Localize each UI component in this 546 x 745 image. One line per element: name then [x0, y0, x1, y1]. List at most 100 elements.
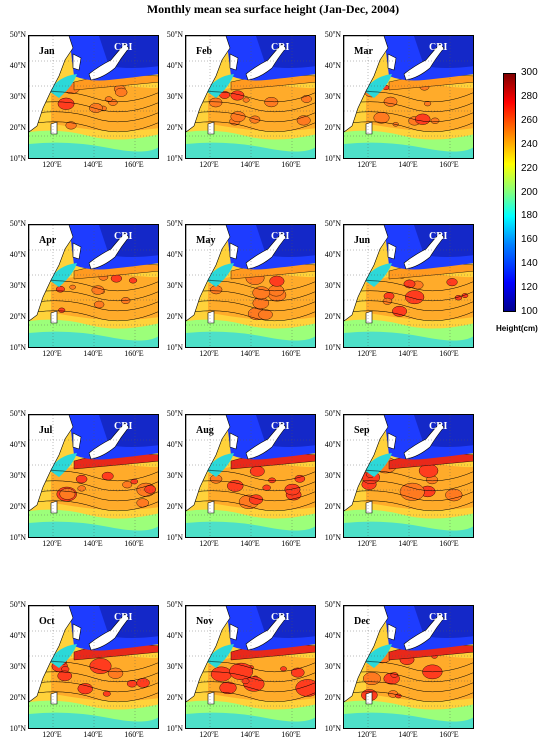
colorbar-tick-label: 220 [521, 162, 538, 174]
longitude-tick-label: 120oE [199, 539, 219, 548]
longitude-tick-label: 140oE [83, 349, 103, 358]
sea-surface-height-map: Jan CRI [28, 35, 159, 159]
latitude-tick-label: 50oN [9, 600, 26, 609]
longitude-tick-label: 160oE [281, 349, 301, 358]
latitude-tick-label: 20oN [166, 693, 183, 702]
latitude-tick-label: 30oN [166, 662, 183, 671]
latitude-tick-label: 10oN [324, 533, 341, 542]
region-label: CRI [271, 612, 290, 623]
region-label: CRI [271, 421, 290, 432]
latitude-tick-label: 20oN [166, 312, 183, 321]
month-label: Dec [354, 616, 371, 627]
latitude-tick-label: 30oN [9, 281, 26, 290]
longitude-tick-label: 120oE [42, 730, 62, 739]
latitude-tick-label: 30oN [324, 662, 341, 671]
latitude-tick-label: 40oN [9, 61, 26, 70]
latitude-tick-label: 50oN [9, 30, 26, 39]
region-label: CRI [114, 612, 133, 623]
latitude-tick-label: 20oN [9, 123, 26, 132]
map-panel-sep: Sep CRI 10oN 20oN 30oN 40oN 50oN 120oE 140oE 160o… [325, 409, 474, 548]
latitude-tick-label: 50oN [166, 219, 183, 228]
latitude-tick-label: 10oN [324, 343, 341, 352]
sea-surface-height-map: Sep CRI [343, 414, 474, 538]
latitude-tick-label: 20oN [9, 312, 26, 321]
longitude-tick-label: 160oE [124, 539, 144, 548]
region-label: CRI [429, 42, 448, 53]
latitude-tick-label: 50oN [324, 409, 341, 418]
latitude-tick-label: 40oN [9, 250, 26, 259]
sea-surface-height-map: May CRI [185, 224, 316, 348]
longitude-tick-label: 160oE [124, 730, 144, 739]
sea-surface-height-map: Jun CRI [343, 224, 474, 348]
colorbar-tick-label: 100 [521, 306, 538, 317]
colorbar-tick-label: 200 [521, 186, 538, 198]
latitude-tick-label: 40oN [9, 440, 26, 449]
latitude-tick-label: 30oN [324, 92, 341, 101]
sea-surface-height-map: Mar CRI [343, 35, 474, 159]
longitude-tick-label: 160oE [439, 730, 459, 739]
latitude-tick-label: 40oN [166, 61, 183, 70]
region-label: CRI [429, 421, 448, 432]
latitude-tick-label: 40oN [324, 250, 341, 259]
latitude-tick-label: 30oN [166, 281, 183, 290]
latitude-tick-label: 20oN [324, 312, 341, 321]
latitude-tick-label: 10oN [166, 533, 183, 542]
latitude-tick-label: 50oN [166, 409, 183, 418]
longitude-tick-label: 140oE [83, 539, 103, 548]
month-label: Feb [196, 46, 213, 57]
longitude-tick-label: 160oE [281, 730, 301, 739]
latitude-tick-label: 50oN [9, 219, 26, 228]
month-label: Aug [196, 425, 214, 436]
latitude-tick-label: 40oN [324, 631, 341, 640]
map-panel-mar: Mar CRI 10oN 20oN 30oN 40oN 50oN 120oE 140oE 160o… [325, 30, 474, 169]
region-label: CRI [114, 421, 133, 432]
latitude-tick-label: 20oN [166, 123, 183, 132]
sea-surface-height-map: Feb CRI [185, 35, 316, 159]
colorbar-tick-label: 140 [521, 258, 538, 270]
latitude-tick-label: 30oN [324, 471, 341, 480]
month-label: Mar [354, 46, 373, 57]
latitude-tick-label: 30oN [166, 471, 183, 480]
longitude-tick-label: 140oE [398, 539, 418, 548]
latitude-tick-label: 20oN [9, 693, 26, 702]
longitude-tick-label: 120oE [357, 349, 377, 358]
longitude-tick-label: 160oE [281, 539, 301, 548]
latitude-tick-label: 50oN [166, 30, 183, 39]
latitude-tick-label: 10oN [166, 343, 183, 352]
colorbar-tick-label: 260 [521, 114, 538, 126]
latitude-tick-label: 30oN [9, 471, 26, 480]
latitude-tick-label: 30oN [9, 662, 26, 671]
latitude-tick-label: 40oN [166, 631, 183, 640]
latitude-tick-label: 10oN [9, 724, 26, 733]
longitude-tick-label: 120oE [199, 349, 219, 358]
latitude-tick-label: 10oN [324, 724, 341, 733]
longitude-tick-label: 120oE [199, 160, 219, 169]
month-label: Apr [39, 235, 57, 246]
map-panel-feb: Feb CRI 10oN 20oN 30oN 40oN 50oN 120oE 140oE 160o… [167, 30, 316, 169]
longitude-tick-label: 120oE [42, 160, 62, 169]
month-label: May [196, 235, 216, 246]
map-panel-dec: Dec CRI 10oN 20oN 30oN 40oN 50oN 120oE 140oE 160o… [325, 600, 474, 739]
latitude-tick-label: 30oN [166, 92, 183, 101]
sea-surface-height-map: Jul CRI [28, 414, 159, 538]
latitude-tick-label: 40oN [166, 440, 183, 449]
longitude-tick-label: 140oE [240, 160, 260, 169]
longitude-tick-label: 140oE [398, 730, 418, 739]
region-label: CRI [429, 231, 448, 242]
latitude-tick-label: 40oN [9, 631, 26, 640]
latitude-tick-label: 10oN [166, 154, 183, 163]
longitude-tick-label: 140oE [83, 730, 103, 739]
region-label: CRI [114, 42, 133, 53]
latitude-tick-label: 30oN [324, 281, 341, 290]
latitude-tick-label: 40oN [324, 61, 341, 70]
latitude-tick-label: 10oN [9, 154, 26, 163]
region-label: CRI [271, 42, 290, 53]
latitude-tick-label: 10oN [9, 343, 26, 352]
latitude-tick-label: 50oN [324, 600, 341, 609]
longitude-tick-label: 120oE [357, 730, 377, 739]
region-label: CRI [114, 231, 133, 242]
latitude-tick-label: 20oN [324, 502, 341, 511]
longitude-tick-label: 140oE [83, 160, 103, 169]
longitude-tick-label: 160oE [124, 349, 144, 358]
map-panel-oct: Oct CRI 10oN 20oN 30oN 40oN 50oN 120oE 140oE 160o… [10, 600, 159, 739]
